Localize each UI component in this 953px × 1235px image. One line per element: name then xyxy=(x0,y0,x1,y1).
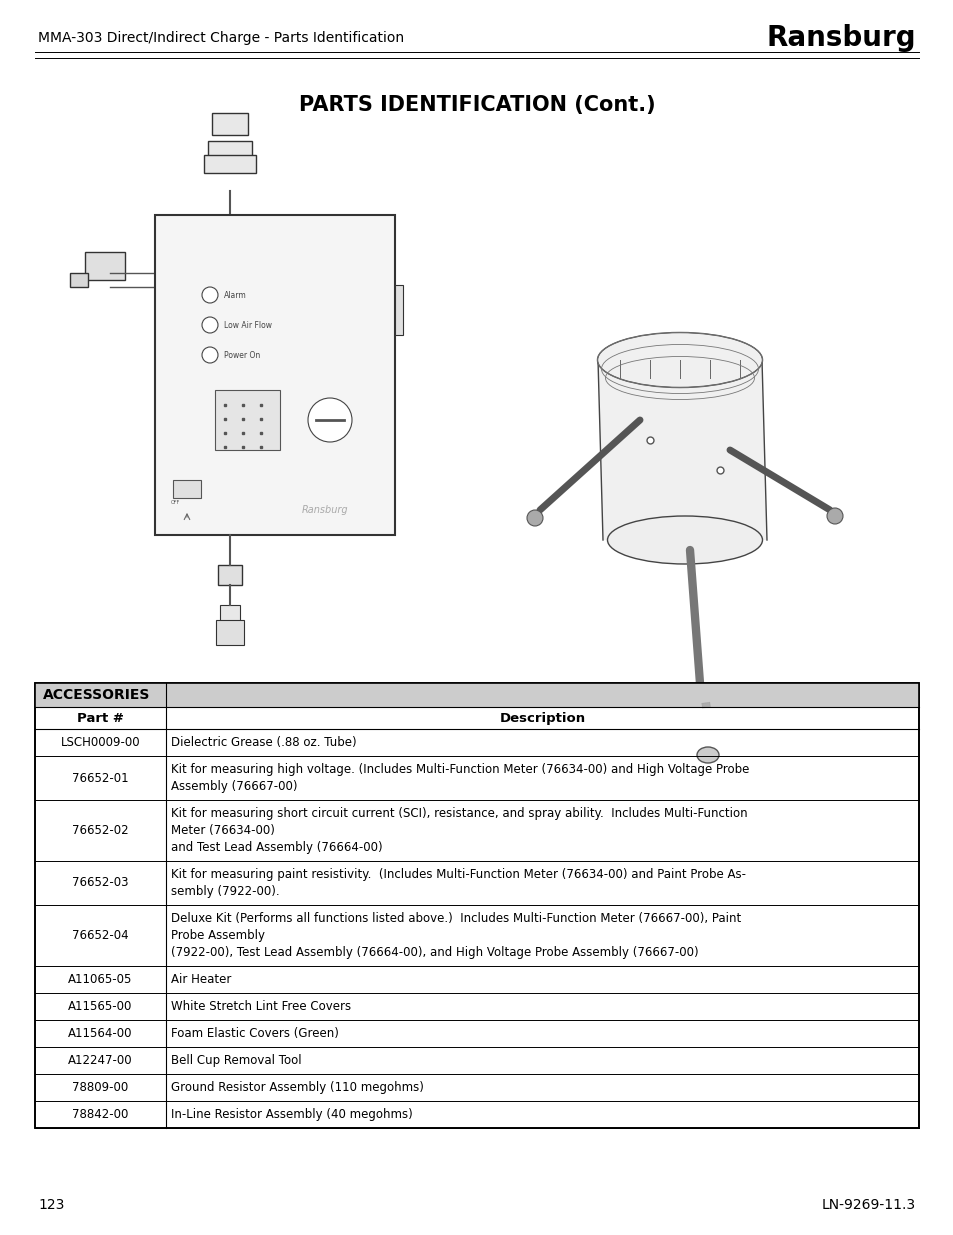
Text: Kit for measuring paint resistivity.  (Includes Multi-Function Meter (76634-00) : Kit for measuring paint resistivity. (In… xyxy=(171,868,745,881)
Text: (7922-00), Test Lead Assembly (76664-00), and High Voltage Probe Assembly (76667: (7922-00), Test Lead Assembly (76664-00)… xyxy=(171,946,698,960)
Text: 76652-01: 76652-01 xyxy=(72,772,129,784)
Text: A11065-05 Air Heater: A11065-05 Air Heater xyxy=(153,683,315,697)
Text: and Test Lead Assembly (76664-00): and Test Lead Assembly (76664-00) xyxy=(171,841,382,853)
Text: Low Air Flow: Low Air Flow xyxy=(224,321,272,330)
Bar xyxy=(204,156,255,173)
Bar xyxy=(218,564,242,585)
Text: 123: 123 xyxy=(38,1198,64,1212)
Bar xyxy=(85,252,125,280)
Text: Assembly (76667-00): Assembly (76667-00) xyxy=(171,781,297,793)
Text: Probe Assembly: Probe Assembly xyxy=(171,929,265,942)
Bar xyxy=(395,285,402,335)
Text: A11564-00: A11564-00 xyxy=(68,1028,132,1040)
Circle shape xyxy=(826,508,842,524)
Text: Kit for measuring short circuit current (SCI), resistance, and spray ability.  I: Kit for measuring short circuit current … xyxy=(171,806,746,820)
Text: ACCESSORIES: ACCESSORIES xyxy=(43,688,151,701)
Text: Part #: Part # xyxy=(77,711,124,725)
Text: Power On: Power On xyxy=(224,351,260,359)
Text: A12247-00: A12247-00 xyxy=(68,1053,132,1067)
Circle shape xyxy=(308,398,352,442)
Bar xyxy=(220,605,240,625)
Text: OFF: OFF xyxy=(171,500,180,505)
Text: sembly (7922-00).: sembly (7922-00). xyxy=(171,885,279,898)
Text: 78842-00: 78842-00 xyxy=(72,1108,129,1121)
Text: |||||: ||||| xyxy=(700,701,711,709)
Text: White Stretch Lint Free Covers: White Stretch Lint Free Covers xyxy=(171,1000,351,1013)
Text: 76652-03: 76652-03 xyxy=(72,877,129,889)
Bar xyxy=(154,215,395,535)
Text: A11565-00: A11565-00 xyxy=(69,1000,132,1013)
Text: MMA-303 Direct/Indirect Charge - Parts Identification: MMA-303 Direct/Indirect Charge - Parts I… xyxy=(38,31,404,44)
Circle shape xyxy=(202,317,218,333)
Circle shape xyxy=(526,510,542,526)
Text: LSCH0009-00: LSCH0009-00 xyxy=(61,736,140,748)
Text: Alarm: Alarm xyxy=(224,290,247,300)
Bar xyxy=(172,480,201,498)
Circle shape xyxy=(202,347,218,363)
Text: Foam Elastic Covers (Green): Foam Elastic Covers (Green) xyxy=(171,1028,338,1040)
Bar xyxy=(35,683,918,1128)
Bar xyxy=(212,112,248,135)
Text: Description: Description xyxy=(498,711,585,725)
Bar xyxy=(215,620,244,645)
Ellipse shape xyxy=(697,747,719,763)
Circle shape xyxy=(202,287,218,303)
Bar xyxy=(35,683,918,1128)
Text: 78809-00: 78809-00 xyxy=(72,1081,129,1094)
Bar xyxy=(208,141,252,157)
Text: Deluxe Kit (Performs all functions listed above.)  Includes Multi-Function Meter: Deluxe Kit (Performs all functions liste… xyxy=(171,911,740,925)
Text: Bell Cup Removal Tool: Bell Cup Removal Tool xyxy=(171,1053,301,1067)
Text: Ransburg: Ransburg xyxy=(765,23,915,52)
Text: Ransburg: Ransburg xyxy=(301,505,348,515)
Text: Kit for measuring high voltage. (Includes Multi-Function Meter (76634-00) and Hi: Kit for measuring high voltage. (Include… xyxy=(171,763,748,776)
Text: Dielectric Grease (.88 oz. Tube): Dielectric Grease (.88 oz. Tube) xyxy=(171,736,356,748)
Text: Meter (76634-00): Meter (76634-00) xyxy=(171,824,274,837)
Bar xyxy=(222,215,237,231)
Text: LN-9269-11.3: LN-9269-11.3 xyxy=(821,1198,915,1212)
Text: Air Heater: Air Heater xyxy=(171,973,231,986)
Text: A11065-05: A11065-05 xyxy=(69,973,132,986)
Text: In-Line Resistor Assembly (40 megohms): In-Line Resistor Assembly (40 megohms) xyxy=(171,1108,412,1121)
Text: PARTS IDENTIFICATION (Cont.): PARTS IDENTIFICATION (Cont.) xyxy=(298,95,655,115)
Text: 76652-04: 76652-04 xyxy=(72,929,129,942)
Ellipse shape xyxy=(607,516,761,564)
Text: 76652-02: 76652-02 xyxy=(72,824,129,837)
Text: A12247-00 Bell Cup Tool: A12247-00 Bell Cup Tool xyxy=(609,683,790,697)
Polygon shape xyxy=(598,359,766,540)
Ellipse shape xyxy=(597,332,761,388)
Bar xyxy=(35,683,918,706)
Text: Ground Resistor Assembly (110 megohms): Ground Resistor Assembly (110 megohms) xyxy=(171,1081,423,1094)
Bar xyxy=(214,390,280,450)
Bar xyxy=(70,273,88,287)
